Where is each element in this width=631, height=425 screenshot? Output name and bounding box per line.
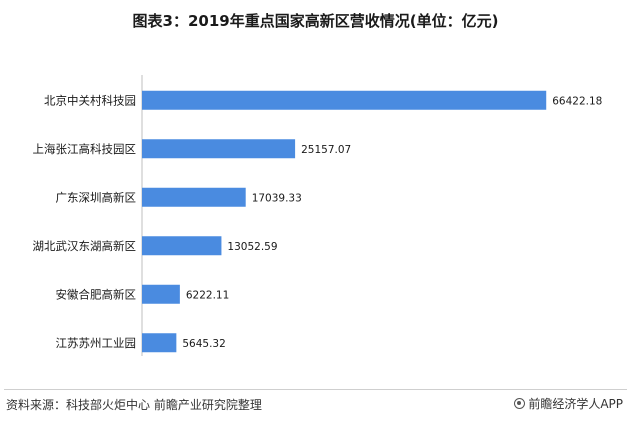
bar	[142, 90, 547, 110]
value-label: 13052.59	[227, 241, 277, 253]
category-label: 广东深圳高新区	[56, 190, 137, 204]
bars-layer: 北京中关村科技园 66422.18 上海张江高科技园区 25157.07 广东深圳高新区…	[33, 90, 602, 353]
bar	[142, 236, 222, 256]
bar	[142, 333, 177, 353]
value-label: 66422.18	[552, 95, 602, 107]
brand-name: 前瞻经济学人APP	[528, 397, 623, 411]
value-label: 17039.33	[252, 192, 302, 204]
category-label: 安徽合肥高新区	[56, 287, 137, 301]
footer-divider	[4, 389, 627, 390]
category-label: 湖北武汉东湖高新区	[33, 239, 137, 253]
source-note: 资料来源：科技部火炬中心 前瞻产业研究院整理	[6, 398, 262, 412]
category-label: 江苏苏州工业园	[56, 336, 137, 350]
brand-logo-icon	[514, 398, 526, 409]
value-label: 6222.11	[186, 289, 229, 301]
brand-credit: 前瞻经济学人APP	[514, 395, 623, 412]
category-label: 上海张江高科技园区	[33, 142, 137, 156]
bar	[142, 187, 246, 207]
value-label: 5645.32	[182, 338, 225, 350]
category-label: 北京中关村科技园	[44, 93, 136, 107]
bar	[142, 139, 296, 159]
value-label: 25157.07	[301, 144, 351, 156]
chart-title: 图表3：2019年重点国家高新区营收情况(单位：亿元)	[132, 12, 499, 30]
bar	[142, 284, 180, 304]
